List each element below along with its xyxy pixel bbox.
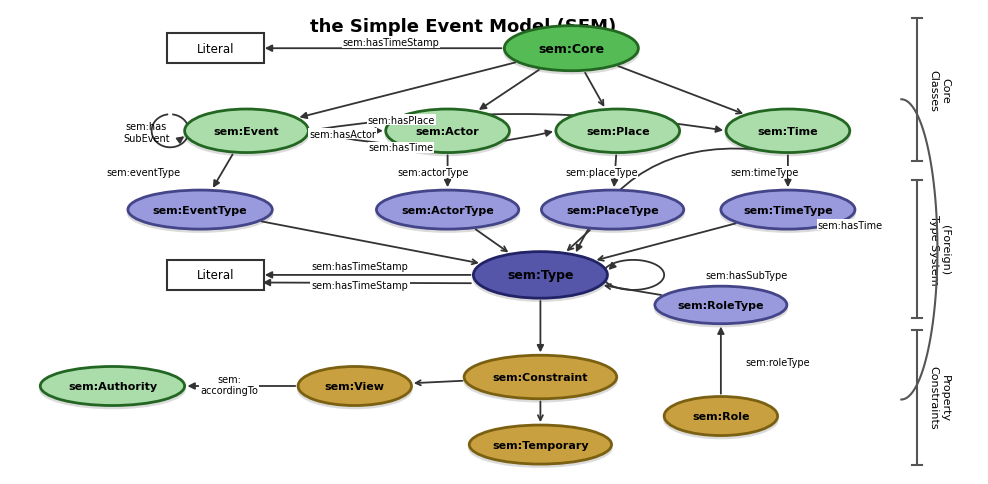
Ellipse shape [720,195,856,233]
Text: sem:Authority: sem:Authority [68,381,157,391]
Ellipse shape [503,30,639,76]
Ellipse shape [40,370,186,409]
Text: sem:hasTimeStamp: sem:hasTimeStamp [311,261,408,272]
Text: sem:hasTimeStamp: sem:hasTimeStamp [311,280,408,290]
Text: sem:hasSubType: sem:hasSubType [705,271,787,280]
Ellipse shape [540,195,685,233]
Ellipse shape [464,355,617,399]
Text: Literal: Literal [197,43,234,56]
Text: sem:hasPlace: sem:hasPlace [368,115,435,125]
Ellipse shape [376,191,519,229]
Text: (Foreign)
Type System: (Foreign) Type System [929,214,950,285]
Ellipse shape [126,195,274,233]
Ellipse shape [504,27,638,72]
Text: sem:Temporary: sem:Temporary [492,439,589,450]
Ellipse shape [297,370,413,409]
Text: sem:TimeType: sem:TimeType [743,205,833,215]
Ellipse shape [663,400,779,439]
Ellipse shape [41,367,185,406]
Ellipse shape [375,195,520,233]
Text: sem:Core: sem:Core [538,43,605,56]
Text: sem:Constraint: sem:Constraint [493,372,588,382]
FancyBboxPatch shape [167,34,264,64]
Ellipse shape [473,252,608,299]
Ellipse shape [298,367,411,406]
Ellipse shape [127,191,273,229]
Ellipse shape [541,191,684,229]
Text: sem:hasTime: sem:hasTime [817,220,882,230]
Text: sem:timeType: sem:timeType [730,168,798,178]
Text: sem:View: sem:View [325,381,384,391]
Ellipse shape [469,425,612,464]
Text: sem:Place: sem:Place [586,126,649,136]
Text: sem:Type: sem:Type [507,269,574,282]
Text: the Simple Event Model (SEM): the Simple Event Model (SEM) [310,17,617,36]
Text: sem:
accordingTo: sem: accordingTo [200,374,258,395]
Text: sem:PlaceType: sem:PlaceType [566,205,659,215]
Ellipse shape [184,114,309,157]
Text: Literal: Literal [197,269,234,282]
Text: Property
Constraints: Property Constraints [929,366,950,429]
Ellipse shape [664,397,778,436]
Ellipse shape [463,359,618,403]
Ellipse shape [725,114,851,157]
Text: sem:hasTimeStamp: sem:hasTimeStamp [343,38,440,48]
Text: sem:placeType: sem:placeType [565,168,637,178]
Ellipse shape [555,114,681,157]
Text: sem:Role: sem:Role [693,411,750,421]
Ellipse shape [654,290,787,328]
Text: sem:Time: sem:Time [758,126,818,136]
Ellipse shape [468,429,613,468]
Text: sem:EventType: sem:EventType [153,205,247,215]
Text: sem:eventType: sem:eventType [107,168,181,178]
Text: sem:has
SubEvent: sem:has SubEvent [124,122,170,144]
Ellipse shape [384,114,511,157]
Ellipse shape [472,256,609,302]
Ellipse shape [385,110,510,153]
Ellipse shape [556,110,680,153]
Text: sem:roleType: sem:roleType [745,357,810,367]
Text: Core
Classes: Core Classes [929,69,950,111]
Ellipse shape [185,110,308,153]
Ellipse shape [655,287,786,324]
Text: sem:Event: sem:Event [213,126,280,136]
Text: sem:Actor: sem:Actor [416,126,479,136]
Text: sem:hasActor: sem:hasActor [309,130,375,139]
Text: sem:ActorType: sem:ActorType [401,205,494,215]
Text: sem:RoleType: sem:RoleType [678,300,764,310]
Ellipse shape [726,110,850,153]
FancyBboxPatch shape [167,260,264,290]
Ellipse shape [721,191,855,229]
Text: sem:hasTime: sem:hasTime [369,143,434,153]
Text: sem:actorType: sem:actorType [397,168,469,178]
